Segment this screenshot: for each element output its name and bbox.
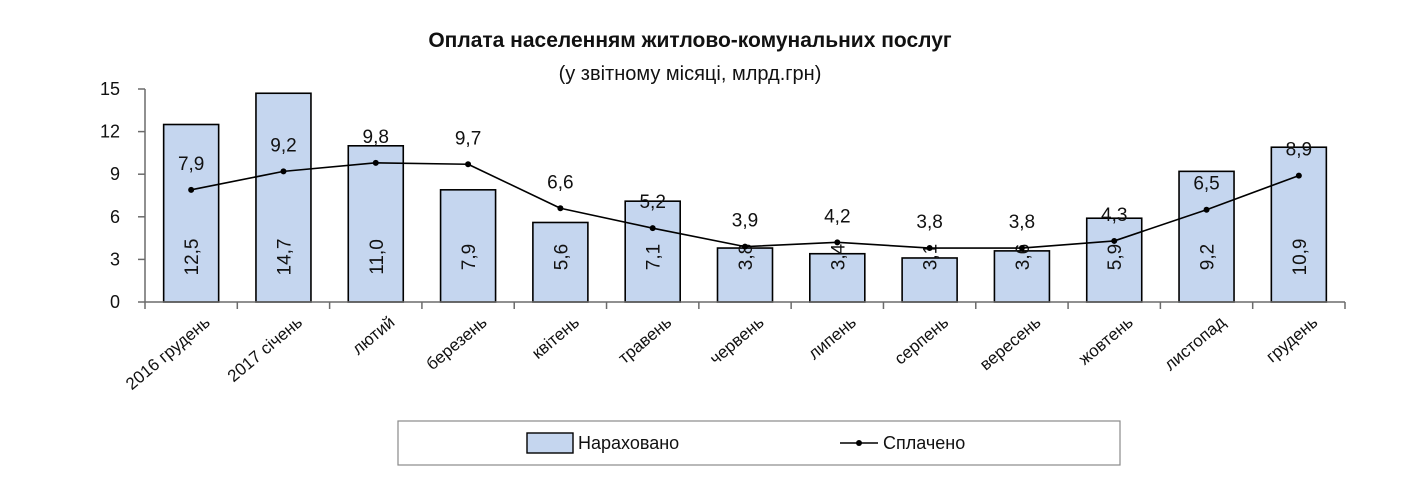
legend: Нараховано Сплачено xyxy=(397,420,1121,466)
legend-bar-swatch xyxy=(526,432,574,454)
chart-title: Оплата населенням житлово-комунальних по… xyxy=(428,29,952,52)
x-category-label: травень xyxy=(615,312,676,367)
line-data-label: 5,2 xyxy=(639,192,665,213)
line-data-label: 9,8 xyxy=(363,127,389,148)
line-marker xyxy=(649,225,656,232)
bar-data-label: 11,0 xyxy=(367,239,388,275)
bar-data-label: 3,1 xyxy=(921,244,942,270)
line-marker xyxy=(834,239,841,246)
y-tick-label: 15 xyxy=(100,79,120,99)
bar xyxy=(624,200,681,303)
line-data-label: 3,9 xyxy=(732,211,758,232)
chart-subtitle: (у звітному місяці, млрд.грн) xyxy=(559,63,822,85)
bar xyxy=(716,247,774,303)
y-axis: 0 3 6 9 12 15 xyxy=(100,79,146,312)
bar-data-label: 9,2 xyxy=(1198,244,1219,270)
line-series: 7,9 9,2 9,8 9,7 6,6 5,2 3,9 4,2 3,8 3,8 4,3 6,5 8,9 xyxy=(178,127,1312,252)
line-data-label: 7,9 xyxy=(178,154,204,175)
legend-line-label: Сплачено xyxy=(883,433,965,453)
line-marker xyxy=(465,161,472,168)
legend-line-marker xyxy=(856,440,862,446)
y-tick-label: 6 xyxy=(110,207,120,227)
y-tick-label: 12 xyxy=(100,122,120,142)
x-category-label: квітень xyxy=(528,312,583,362)
bar-data-label: 12,5 xyxy=(182,239,203,276)
bar xyxy=(532,221,589,303)
line-data-label: 4,3 xyxy=(1101,205,1127,226)
bar xyxy=(993,250,1051,303)
x-category-label: лютий xyxy=(349,313,399,359)
line-marker xyxy=(1111,237,1118,244)
bar xyxy=(439,189,497,303)
line-data-label: 9,2 xyxy=(270,135,296,156)
bar-data-label: 7,1 xyxy=(644,244,665,270)
x-category-label: листопад xyxy=(1161,312,1230,374)
y-tick-label: 9 xyxy=(110,164,120,184)
bar-data-label: 10,9 xyxy=(1290,239,1311,276)
line-marker xyxy=(742,243,748,250)
line-data-label: 4,2 xyxy=(824,206,850,227)
x-category-label: жовтень xyxy=(1075,312,1137,368)
bar xyxy=(901,257,958,303)
line-marker xyxy=(1018,245,1025,252)
bar-data-label: 14,7 xyxy=(274,239,295,276)
line-marker xyxy=(372,159,379,166)
bar-data-label: 7,9 xyxy=(459,244,480,270)
y-tick-label: 0 xyxy=(110,292,120,312)
line-marker xyxy=(1203,206,1210,213)
bar-series: 12,5 14,7 11,0 7,9 5,6 7,1 3,8 3,4 3,1 3,6 5,9 9,2 1… xyxy=(162,92,1328,303)
x-category-label: березень xyxy=(423,312,491,373)
x-category-label: 2016 грудень xyxy=(122,312,214,393)
line-data-label: 3,8 xyxy=(1009,212,1035,233)
x-category-label: вересень xyxy=(976,312,1045,374)
line-marker xyxy=(188,186,195,193)
x-category-label: липень xyxy=(805,312,860,363)
line-data-label: 9,7 xyxy=(455,128,481,149)
bar-data-label: 5,6 xyxy=(551,244,572,270)
x-category-label: червень xyxy=(706,312,768,368)
line-data-label: 6,6 xyxy=(547,172,573,193)
legend-box xyxy=(397,420,1121,466)
line-data-label: 3,8 xyxy=(916,212,942,233)
bar-data-label: 3,6 xyxy=(1013,244,1034,270)
y-tick-label: 3 xyxy=(110,249,120,269)
line-marker xyxy=(926,245,933,252)
bar xyxy=(1178,170,1235,303)
line-data-label: 8,9 xyxy=(1286,140,1312,161)
line-marker xyxy=(1295,172,1302,179)
bar xyxy=(1270,146,1328,303)
line-marker xyxy=(557,205,564,212)
bar-data-label: 3,4 xyxy=(828,243,849,270)
bar-data-label: 3,8 xyxy=(736,244,757,270)
bar xyxy=(255,92,312,303)
bar xyxy=(347,145,405,303)
bar-data-label: 5,9 xyxy=(1105,244,1126,270)
x-category-label: грудень xyxy=(1262,312,1321,366)
bar xyxy=(1085,217,1143,303)
legend-bar-label: Нараховано xyxy=(578,433,679,453)
x-axis: 2016 грудень 2017 січень лютий березень квіт… xyxy=(122,301,1346,394)
line-data-label: 6,5 xyxy=(1193,174,1219,195)
x-category-label: 2017 січень xyxy=(224,312,306,385)
line-marker xyxy=(280,168,287,175)
x-category-label: серпень xyxy=(891,312,953,368)
